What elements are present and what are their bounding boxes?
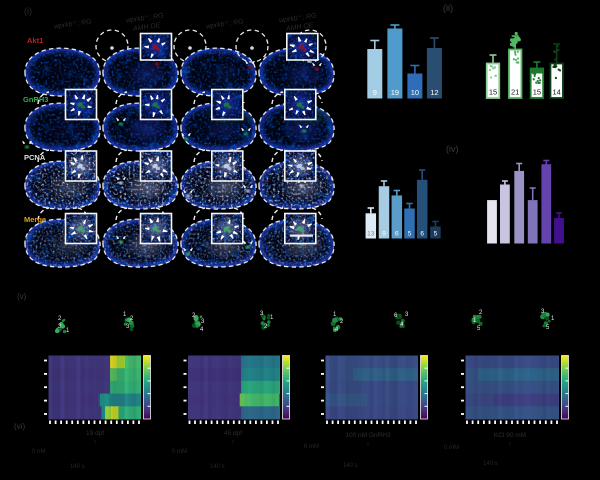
svg-text:5: 5: [477, 326, 481, 332]
svg-text:(iv): (iv): [446, 144, 459, 154]
svg-text:2: 2: [192, 313, 196, 319]
svg-text:2: 2: [340, 319, 344, 325]
svg-text:↑: ↑: [366, 441, 370, 448]
svg-text:140 s: 140 s: [210, 464, 225, 470]
svg-text:↑: ↑: [508, 441, 512, 448]
svg-text:4: 4: [335, 327, 339, 333]
svg-text:0 nM: 0 nM: [32, 449, 45, 455]
svg-text:Akt1: Akt1: [27, 36, 43, 45]
svg-text:2: 2: [264, 324, 268, 330]
svg-text:↑: ↑: [93, 439, 97, 446]
svg-text:1: 1: [270, 315, 274, 321]
svg-text:10: 10: [411, 88, 419, 97]
svg-text:12: 12: [430, 88, 438, 97]
svg-text:3: 3: [405, 312, 409, 318]
svg-text:13: 13: [367, 231, 375, 238]
svg-text:PCNA: PCNA: [24, 153, 46, 162]
svg-text:45 dpf: 45 dpf: [224, 430, 242, 437]
svg-text:3: 3: [541, 309, 545, 315]
svg-text:(vi): (vi): [14, 422, 25, 431]
svg-text:15: 15: [533, 88, 541, 97]
svg-text:Merge: Merge: [24, 215, 46, 224]
svg-text:9: 9: [382, 231, 386, 238]
svg-text:1: 1: [473, 318, 477, 324]
svg-text:KCl 90 mM: KCl 90 mM: [494, 432, 526, 439]
svg-text:5: 5: [546, 325, 550, 331]
svg-text:19 dpf: 19 dpf: [86, 430, 104, 437]
svg-text:9: 9: [373, 88, 377, 97]
svg-text:AMH OE: AMH OE: [285, 22, 315, 33]
svg-text:5: 5: [408, 231, 412, 238]
svg-text:21: 21: [511, 88, 519, 97]
svg-text:1: 1: [333, 312, 337, 318]
svg-text:3: 3: [58, 324, 62, 330]
svg-text:6 mM: 6 mM: [304, 444, 319, 450]
svg-text:GnRH3: GnRH3: [23, 95, 48, 104]
svg-text:15: 15: [489, 88, 497, 97]
svg-text:6: 6: [420, 231, 424, 238]
svg-text:(v): (v): [17, 292, 27, 301]
svg-text:3: 3: [260, 311, 264, 317]
svg-text:1: 1: [551, 316, 555, 322]
svg-text:AMH OE: AMH OE: [132, 22, 162, 33]
svg-text:5: 5: [434, 231, 438, 238]
svg-text:6: 6: [394, 313, 398, 319]
svg-text:0 mM: 0 mM: [444, 445, 459, 451]
svg-text:100 nM GnRH3: 100 nM GnRH3: [345, 432, 391, 439]
svg-text:1: 1: [123, 312, 127, 318]
svg-text:0 mM: 0 mM: [172, 449, 187, 455]
svg-text:1: 1: [66, 328, 70, 334]
svg-text:4: 4: [200, 327, 204, 333]
svg-text:(i): (i): [24, 6, 32, 16]
svg-text:3: 3: [126, 324, 130, 330]
svg-text:↑: ↑: [231, 439, 235, 446]
svg-text:3: 3: [201, 319, 205, 325]
svg-text:6: 6: [395, 231, 399, 238]
svg-text:14: 14: [553, 88, 561, 97]
svg-text:(ii): (ii): [443, 3, 453, 13]
svg-text:19: 19: [391, 88, 399, 97]
svg-text:2: 2: [479, 310, 483, 316]
svg-text:4: 4: [400, 322, 404, 328]
svg-text:140 s: 140 s: [483, 461, 498, 467]
svg-text:2: 2: [130, 316, 134, 322]
svg-text:140 s: 140 s: [70, 464, 85, 470]
svg-text:140 s: 140 s: [343, 463, 358, 469]
svg-text:2: 2: [58, 316, 62, 322]
